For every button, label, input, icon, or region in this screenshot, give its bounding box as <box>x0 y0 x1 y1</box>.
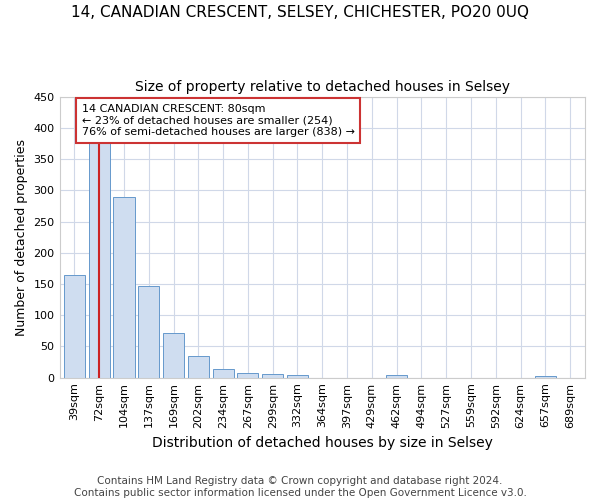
Bar <box>238 374 259 378</box>
Bar <box>262 374 283 378</box>
Bar <box>113 196 134 378</box>
Title: Size of property relative to detached houses in Selsey: Size of property relative to detached ho… <box>135 80 510 94</box>
Bar <box>64 274 85 378</box>
Bar <box>138 286 160 378</box>
Text: 14 CANADIAN CRESCENT: 80sqm
← 23% of detached houses are smaller (254)
76% of se: 14 CANADIAN CRESCENT: 80sqm ← 23% of det… <box>82 104 355 138</box>
Text: Contains HM Land Registry data © Crown copyright and database right 2024.
Contai: Contains HM Land Registry data © Crown c… <box>74 476 526 498</box>
Bar <box>89 144 110 378</box>
Bar <box>163 334 184 378</box>
Bar <box>212 369 233 378</box>
Bar <box>386 375 407 378</box>
Y-axis label: Number of detached properties: Number of detached properties <box>15 138 28 336</box>
X-axis label: Distribution of detached houses by size in Selsey: Distribution of detached houses by size … <box>152 436 493 450</box>
Bar <box>287 375 308 378</box>
Bar <box>535 376 556 378</box>
Text: 14, CANADIAN CRESCENT, SELSEY, CHICHESTER, PO20 0UQ: 14, CANADIAN CRESCENT, SELSEY, CHICHESTE… <box>71 5 529 20</box>
Bar <box>188 356 209 378</box>
